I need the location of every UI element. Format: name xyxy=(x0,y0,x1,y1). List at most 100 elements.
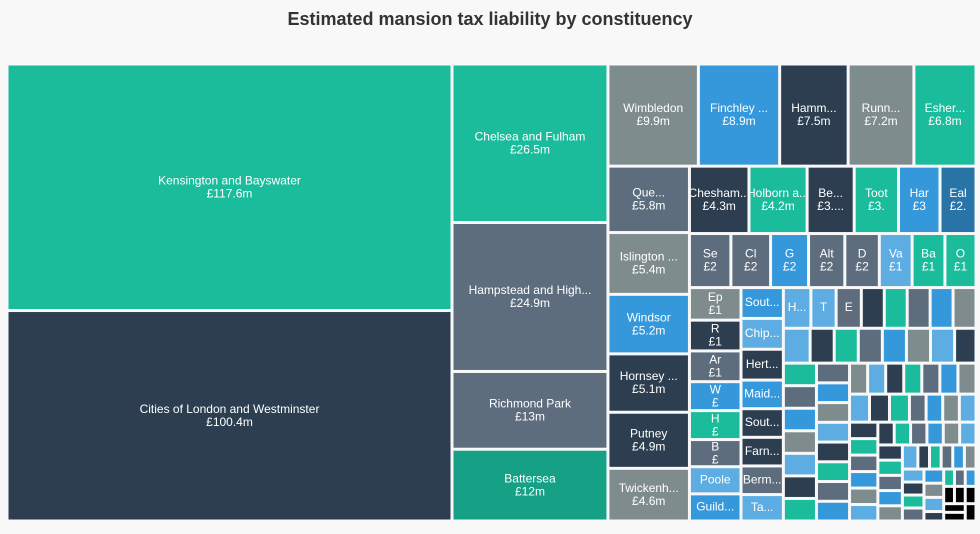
tile xyxy=(941,364,957,393)
tile xyxy=(925,484,943,496)
tile xyxy=(862,289,883,327)
tile xyxy=(8,65,451,310)
tile xyxy=(849,65,913,165)
tile-label: W xyxy=(710,382,722,396)
tile-label: Hornsey ... xyxy=(620,369,678,383)
tile-label: Hampstead and High... xyxy=(469,283,592,297)
tile xyxy=(784,432,815,452)
tile-label: Twickenh... xyxy=(619,481,679,495)
tile-label: Poole xyxy=(700,472,731,486)
tile xyxy=(895,423,910,444)
tile xyxy=(883,329,905,362)
tile xyxy=(690,383,740,410)
tile xyxy=(784,477,815,497)
tile-value-label: £13m xyxy=(515,410,545,424)
tile xyxy=(879,476,901,490)
tile xyxy=(690,167,748,233)
tile-label: Berm... xyxy=(743,472,782,486)
tile xyxy=(699,65,779,165)
tile-label: Hert... xyxy=(746,357,779,371)
tile-label: Guild... xyxy=(696,500,734,514)
tile xyxy=(880,235,911,287)
tile-value-label: £26.5m xyxy=(510,142,550,156)
tile-value-label: £2 xyxy=(855,260,869,274)
tile xyxy=(690,412,740,439)
tile xyxy=(945,505,964,511)
tile-label: Islington ... xyxy=(620,250,678,264)
tile xyxy=(955,470,964,485)
tile-value-label: £2 xyxy=(783,260,797,274)
tile-value-label: £2 xyxy=(703,260,717,274)
tile-label: D xyxy=(858,247,867,261)
tile-value-label: £12m xyxy=(515,484,545,498)
tile xyxy=(966,470,975,485)
tile-label: Chesham... xyxy=(689,186,750,200)
tile xyxy=(903,446,917,468)
tile xyxy=(927,395,942,421)
tile xyxy=(923,364,939,393)
tile xyxy=(742,381,782,408)
tile xyxy=(890,395,908,421)
tile-label: Wimbledon xyxy=(623,101,683,115)
tile-label: Eal xyxy=(949,186,966,200)
tile-label: B xyxy=(711,439,719,453)
tile-value-label: £117.6m xyxy=(207,186,253,200)
tile xyxy=(855,167,897,233)
tile-value-label: £ xyxy=(712,395,719,409)
chart-title: Estimated mansion tax liability by const… xyxy=(287,9,692,29)
tile-value-label: £1 xyxy=(709,303,723,317)
tile xyxy=(784,387,815,407)
tile xyxy=(961,423,975,444)
tile xyxy=(925,513,943,520)
tile xyxy=(690,468,740,493)
tile xyxy=(871,395,888,421)
tile xyxy=(879,492,901,505)
tile-label: Har xyxy=(910,186,929,200)
tile xyxy=(945,513,964,520)
tile xyxy=(817,483,849,500)
tile xyxy=(925,470,943,482)
tile xyxy=(732,235,770,287)
tile xyxy=(690,352,740,381)
tile-value-label: £9.9m xyxy=(636,114,669,128)
tile xyxy=(609,295,688,353)
tile-value-label: £8.9m xyxy=(722,114,755,128)
tile-label: Be... xyxy=(818,186,843,200)
tile xyxy=(742,467,782,494)
tile xyxy=(899,167,939,233)
tile-value-label: £7.2m xyxy=(864,114,897,128)
tile-label: H xyxy=(711,411,720,425)
tile-value-label: £24.9m xyxy=(510,296,550,310)
tile-value-label: £1 xyxy=(954,260,968,274)
tile-value-label: £5.1m xyxy=(632,382,665,396)
tile xyxy=(954,289,975,327)
tile xyxy=(810,235,844,287)
tile xyxy=(817,404,849,421)
tile-label: H... xyxy=(788,300,807,314)
tile xyxy=(903,483,923,494)
tile xyxy=(887,364,903,393)
tile xyxy=(869,364,885,393)
tile xyxy=(932,329,954,362)
tile xyxy=(742,438,782,465)
tile-label: R xyxy=(711,322,720,336)
tile xyxy=(817,364,849,382)
tile xyxy=(966,505,975,520)
tile-label: Que... xyxy=(632,186,665,200)
tile-label: Runn... xyxy=(862,101,901,115)
tile xyxy=(784,364,815,385)
tile-value-label: £4.2m xyxy=(761,199,794,213)
tile xyxy=(851,440,877,454)
tile xyxy=(944,395,958,421)
tile-value-label: £4.3m xyxy=(703,199,736,213)
tile xyxy=(885,289,906,327)
tile-label: Cl xyxy=(745,247,756,261)
tile-label: Holborn a... xyxy=(747,186,809,200)
tile xyxy=(954,446,963,468)
tile-label: E xyxy=(845,300,853,314)
tile xyxy=(928,423,942,444)
tile-label: Sout... xyxy=(745,415,780,429)
tile-value-label: £4.9m xyxy=(632,439,665,453)
tile-value-label: £2 xyxy=(744,260,758,274)
